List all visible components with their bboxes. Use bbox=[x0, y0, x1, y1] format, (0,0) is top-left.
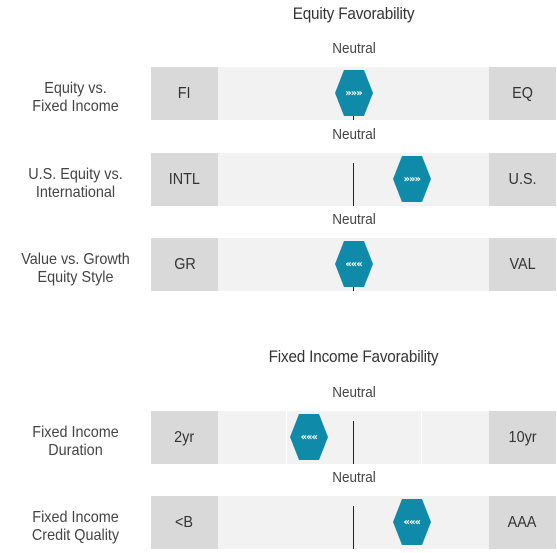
position-marker-hexagon-icon: ««« bbox=[334, 240, 373, 288]
hexagon-shape bbox=[334, 70, 373, 116]
right-end-text: AAA bbox=[508, 513, 537, 531]
section-title: Fixed Income Favorability bbox=[268, 347, 439, 366]
right-end-label: AAA bbox=[489, 496, 556, 549]
right-end-label: EQ bbox=[489, 67, 556, 120]
hexagon-shape bbox=[392, 499, 431, 545]
neutral-label: Neutral bbox=[332, 469, 376, 486]
scale-track: FI EQ »»» bbox=[151, 67, 556, 120]
row-label: U.S. Equity vs. International bbox=[28, 166, 123, 201]
left-end-text: GR bbox=[173, 255, 196, 273]
scale-track: GR VAL ««« bbox=[151, 238, 556, 291]
position-marker-hexagon-icon: ««« bbox=[392, 498, 431, 546]
scale-track: INTL U.S. »»» bbox=[151, 153, 556, 206]
right-end-text: 10yr bbox=[508, 428, 537, 446]
favorability-row: Value vs. Growth Equity Style Neutral GR VA… bbox=[0, 211, 557, 295]
neutral-line bbox=[352, 506, 355, 549]
neutral-line bbox=[352, 163, 355, 206]
neutral-label: Neutral bbox=[332, 384, 376, 401]
direction-arrows-icon: ««« bbox=[300, 431, 318, 443]
direction-arrows-icon: »»» bbox=[345, 87, 362, 99]
favorability-row: Equity vs. Fixed Income Neutral FI EQ »»» bbox=[0, 40, 557, 124]
favorability-row: U.S. Equity vs. International Neutral INTL… bbox=[0, 126, 557, 210]
hexagon-shape bbox=[334, 241, 373, 287]
right-end-label: U.S. bbox=[489, 153, 556, 206]
position-marker-hexagon-icon: »»» bbox=[392, 155, 431, 203]
scale-track: <B AAA ««« bbox=[151, 496, 556, 549]
hexagon-shape bbox=[289, 414, 328, 460]
left-end-label: 2yr bbox=[151, 411, 218, 464]
right-end-label: 10yr bbox=[489, 411, 556, 464]
direction-arrows-icon: ««« bbox=[403, 516, 421, 528]
neutral-label: Neutral bbox=[332, 211, 376, 228]
row-label: Equity vs. Fixed Income bbox=[32, 80, 119, 115]
scale-divider bbox=[421, 411, 422, 464]
right-end-text: VAL bbox=[509, 255, 536, 273]
left-end-text: <B bbox=[175, 513, 194, 531]
position-marker-hexagon-icon: »»» bbox=[334, 69, 373, 117]
right-end-text: EQ bbox=[512, 84, 533, 102]
hexagon-shape bbox=[392, 156, 431, 202]
left-end-label: FI bbox=[151, 67, 218, 120]
row-label: Fixed Income Duration bbox=[32, 424, 119, 459]
neutral-line bbox=[352, 421, 355, 464]
favorability-row: Fixed Income Duration Neutral 2yr 10yr ««« bbox=[0, 384, 557, 468]
favorability-row: Fixed Income Credit Quality Neutral <B AAA «… bbox=[0, 469, 557, 553]
direction-arrows-icon: ««« bbox=[345, 258, 362, 270]
right-end-text: U.S. bbox=[508, 170, 537, 188]
neutral-label: Neutral bbox=[332, 126, 376, 143]
direction-arrows-icon: »»» bbox=[403, 173, 421, 185]
scale-divider bbox=[286, 411, 287, 464]
right-end-label: VAL bbox=[489, 238, 556, 291]
left-end-text: FI bbox=[178, 84, 191, 102]
left-end-text: 2yr bbox=[174, 428, 195, 446]
position-marker-hexagon-icon: ««« bbox=[289, 413, 328, 461]
left-end-label: <B bbox=[151, 496, 218, 549]
neutral-label: Neutral bbox=[332, 40, 376, 57]
scale-track: 2yr 10yr ««« bbox=[151, 411, 556, 464]
row-label: Value vs. Growth Equity Style bbox=[21, 251, 130, 286]
left-end-label: GR bbox=[151, 238, 218, 291]
row-label: Fixed Income Credit Quality bbox=[31, 509, 120, 544]
left-end-label: INTL bbox=[151, 153, 218, 206]
left-end-text: INTL bbox=[168, 170, 201, 188]
section-title: Equity Favorability bbox=[292, 4, 415, 23]
